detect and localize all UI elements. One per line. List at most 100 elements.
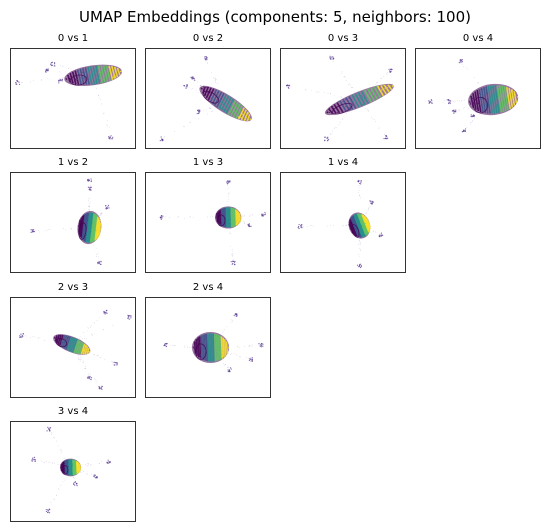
outlier-point — [165, 345, 168, 348]
outlier-streak-point — [209, 106, 210, 108]
outlier-streak-point — [65, 229, 67, 231]
cluster-point — [357, 234, 359, 236]
cluster-point — [75, 342, 77, 344]
cluster-strand — [70, 338, 76, 352]
outlier-streak-point — [78, 358, 80, 360]
outlier-streak-point — [84, 337, 86, 339]
cluster-strand — [348, 95, 357, 109]
outlier-streak-point — [60, 485, 62, 487]
outlier-streak-point — [359, 243, 361, 244]
outlier-streak-point — [54, 437, 55, 439]
outlier-streak-point — [197, 118, 199, 120]
outlier-streak-point — [78, 354, 79, 356]
outlier-streak-point — [88, 464, 89, 466]
outlier-streak-point — [79, 338, 80, 340]
outlier-point — [198, 109, 200, 111]
main-cluster — [64, 64, 123, 86]
outlier-streak-point — [174, 345, 176, 347]
cluster-strand — [95, 65, 101, 84]
outlier-point — [227, 180, 229, 182]
cluster-point — [221, 218, 223, 220]
cluster-point — [73, 472, 75, 474]
cluster-strand — [336, 102, 344, 113]
cluster-point — [495, 90, 497, 92]
cluster-point — [205, 338, 207, 340]
outlier-streak-point — [89, 209, 90, 211]
outlier-point — [231, 263, 233, 265]
cluster-point — [354, 99, 356, 101]
cluster-point — [92, 228, 94, 230]
cluster-point — [245, 118, 247, 120]
cluster-point — [481, 98, 483, 100]
outlier-streak-point — [456, 99, 458, 101]
outlier-streak-point — [190, 88, 192, 90]
outlier-streak-point — [474, 116, 475, 118]
outlier-point — [128, 318, 130, 320]
cluster-point — [364, 98, 366, 100]
cluster-point — [388, 89, 390, 91]
outlier-point — [234, 260, 236, 263]
outlier-streak-point — [94, 379, 96, 380]
cluster-point — [505, 107, 507, 109]
outlier-point — [287, 85, 289, 87]
outlier-streak-point — [207, 61, 209, 63]
cluster-point — [207, 344, 209, 346]
outlier-point — [198, 111, 200, 113]
outlier-point — [73, 483, 75, 486]
cluster-point — [96, 74, 98, 76]
outlier-streak-point — [317, 91, 319, 93]
outlier-streak-point — [473, 118, 475, 120]
outlier-streak-point — [243, 215, 245, 217]
cluster-point — [70, 339, 72, 341]
cluster-point — [63, 342, 65, 344]
outlier-point — [360, 179, 362, 182]
outlier-point — [300, 224, 303, 226]
outlier-streak-point — [193, 216, 194, 218]
cluster-point — [65, 470, 67, 471]
cluster-point — [389, 85, 391, 87]
outlier-streak-point — [386, 73, 387, 75]
outlier-streak-point — [51, 432, 53, 434]
cluster-point — [241, 113, 243, 115]
cluster-point — [197, 337, 199, 339]
axes-frame — [415, 48, 541, 149]
cluster-point — [65, 461, 67, 463]
outlier-point — [49, 512, 51, 514]
outlier-streak-point — [380, 78, 382, 80]
outlier-streak-point — [197, 81, 199, 83]
outlier-point — [49, 509, 51, 511]
outlier-streak-point — [231, 253, 232, 255]
outlier-streak-point — [224, 329, 225, 330]
outlier-point — [116, 364, 118, 366]
outlier-streak-point — [477, 82, 478, 84]
cluster-point — [223, 102, 225, 104]
outlier-streak-point — [60, 449, 61, 451]
cluster-point — [68, 342, 70, 344]
outlier-point — [110, 138, 112, 140]
cluster-strand — [95, 218, 100, 240]
outlier-point — [61, 80, 63, 82]
cluster-point — [80, 70, 82, 72]
outlier-point — [206, 58, 208, 60]
outlier-point — [86, 179, 89, 181]
outlier-point — [185, 85, 187, 87]
outlier-streak-point — [464, 107, 465, 108]
cluster-point — [83, 233, 85, 235]
outlier-streak-point — [62, 65, 64, 67]
cluster-point — [358, 227, 360, 229]
outlier-point — [194, 79, 196, 81]
outlier-point — [326, 137, 328, 139]
outlier-streak-point — [64, 479, 66, 481]
outlier-streak-point — [226, 326, 228, 328]
cluster-point — [73, 470, 75, 472]
cluster-point — [99, 229, 101, 231]
outlier-streak-point — [88, 205, 89, 207]
cluster-point — [70, 469, 72, 471]
outlier-point — [183, 84, 185, 87]
cluster-point — [86, 233, 88, 235]
outlier-streak-point — [87, 465, 89, 467]
cluster-strand — [213, 333, 217, 362]
cluster-point — [225, 109, 227, 111]
cluster-point — [210, 347, 212, 349]
cluster-point — [54, 337, 56, 339]
